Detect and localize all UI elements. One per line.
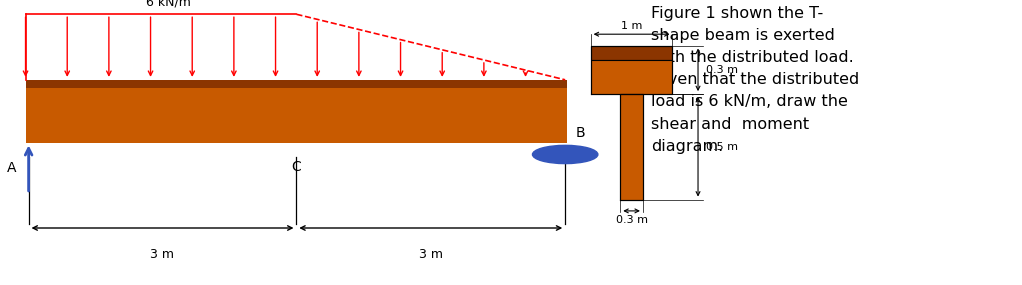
- Circle shape: [532, 145, 598, 164]
- Text: 0.3 m: 0.3 m: [706, 65, 738, 75]
- Bar: [26, 88, 567, 142]
- Text: Figure 1 shown the T-
shape beam is exerted
with the distributed load.
Given tha: Figure 1 shown the T- shape beam is exer…: [651, 6, 860, 154]
- Text: A: A: [7, 161, 16, 175]
- Text: 1 m: 1 m: [621, 21, 642, 31]
- Bar: [591, 60, 672, 94]
- Text: 0.3 m: 0.3 m: [615, 215, 648, 225]
- Bar: [620, 94, 643, 200]
- Text: C: C: [291, 160, 301, 174]
- Bar: [591, 46, 672, 60]
- Text: 3 m: 3 m: [419, 248, 443, 261]
- Text: 3 m: 3 m: [150, 248, 175, 261]
- Bar: [26, 80, 567, 88]
- Text: 0.5 m: 0.5 m: [706, 142, 738, 152]
- Text: B: B: [575, 126, 585, 140]
- Text: 6 kN/m: 6 kN/m: [146, 0, 191, 9]
